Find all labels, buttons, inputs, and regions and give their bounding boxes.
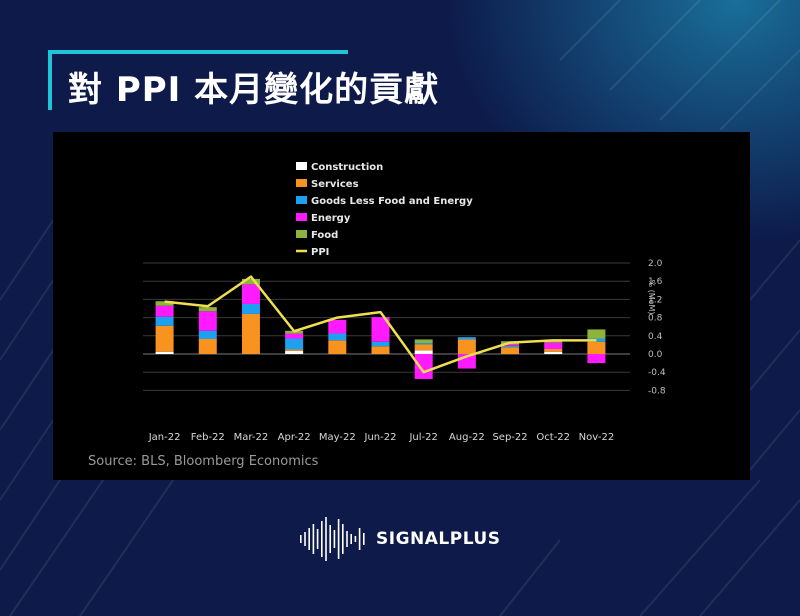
signal-wave-icon	[300, 517, 365, 561]
bar-services	[241, 313, 260, 354]
bar-goods-less-food-and-energy	[285, 338, 304, 350]
bar-goods-less-food-and-energy	[328, 333, 347, 341]
page-title: 對 PPI 本月變化的貢獻	[68, 70, 440, 110]
x-tick-label: Jul-22	[408, 432, 437, 443]
chart-panel: -0.8 -0.4 0.0 0.4 0.8 1.2 1.6 2.0 % (MoM) Jan-22 F…	[53, 132, 750, 480]
bar-goods-less-food-and-energy	[371, 341, 390, 347]
bar-services	[328, 340, 347, 354]
bar-construction	[285, 350, 304, 354]
title-accent-left	[48, 50, 52, 110]
bar-energy	[285, 333, 304, 339]
bar-food	[198, 307, 217, 312]
bar-goods-less-food-and-energy	[414, 343, 433, 345]
logo-text: SIGNALPLUS	[376, 529, 501, 549]
bar-services	[501, 347, 520, 354]
y-tick-label: 2.0	[648, 259, 663, 269]
bar-energy	[155, 305, 174, 317]
x-tick-label: Jun-22	[364, 432, 397, 443]
bar-goods-less-food-and-energy	[241, 303, 260, 314]
y-axis-label: % (MoM)	[647, 279, 656, 314]
legend-label: Goods Less Food and Energy	[311, 196, 473, 207]
legend-swatch	[296, 213, 307, 221]
ppi-line	[164, 275, 597, 374]
y-tick-label: -0.8	[648, 386, 666, 396]
bar-services	[285, 349, 304, 351]
bar-energy	[198, 311, 217, 331]
signalplus-logo: SIGNALPLUS	[298, 514, 501, 564]
bar-construction	[544, 351, 563, 354]
bar-construction	[155, 351, 174, 354]
bar-goods-less-food-and-energy	[501, 345, 520, 348]
y-tick-label: 0.4	[648, 332, 663, 342]
bar-services	[198, 338, 217, 354]
bar-food	[414, 339, 433, 344]
legend-label: Food	[311, 230, 338, 241]
y-tick-label: 1.6	[648, 277, 663, 287]
bar-goods-less-food-and-energy	[198, 330, 217, 339]
y-tick-label: 0.8	[648, 314, 663, 324]
x-tick-label: Feb-22	[191, 432, 225, 443]
x-tick-label: Aug-22	[449, 432, 485, 443]
legend-swatch	[296, 162, 307, 170]
y-tick-label: 0.0	[648, 350, 663, 360]
x-tick-label: Sep-22	[492, 432, 527, 443]
bar-energy	[501, 344, 520, 346]
x-tick-label: Oct-22	[536, 432, 570, 443]
legend-label: PPI	[311, 247, 329, 258]
legend-label: Energy	[311, 213, 351, 224]
bar-food	[241, 278, 260, 285]
legend-label: Services	[311, 179, 359, 190]
bar-energy	[371, 317, 390, 342]
bar-goods-less-food-and-energy	[155, 316, 174, 326]
y-tick-label: -0.4	[648, 368, 666, 378]
bar-energy	[414, 354, 433, 380]
bar-goods-less-food-and-energy	[457, 337, 476, 340]
ppi-contribution-chart: -0.8 -0.4 0.0 0.4 0.8 1.2 1.6 2.0 % (MoM) Jan-22 F…	[143, 162, 666, 443]
bar-food	[155, 301, 174, 306]
bar-services	[457, 339, 476, 354]
legend-label: Construction	[311, 162, 383, 173]
chart-source: Source: BLS, Bloomberg Economics	[88, 454, 319, 469]
title-block: 對 PPI 本月變化的貢獻	[48, 50, 438, 110]
y-tick-label: 1.2	[648, 295, 662, 305]
bar-energy	[328, 319, 347, 334]
bar-services	[414, 344, 433, 351]
legend-swatch	[296, 230, 307, 238]
bar-energy	[587, 354, 606, 364]
bar-services	[371, 346, 390, 354]
bar-services	[544, 348, 563, 352]
legend-swatch	[296, 179, 307, 187]
bar-food	[587, 329, 606, 339]
legend-swatch	[296, 196, 307, 204]
x-tick-label: May-22	[319, 432, 356, 443]
x-tick-label: Nov-22	[579, 432, 615, 443]
title-accent-top	[48, 50, 348, 54]
x-tick-label: Jan-22	[148, 432, 181, 443]
bar-construction	[414, 350, 433, 354]
bar-energy	[241, 284, 260, 304]
bar-services	[587, 341, 606, 354]
x-tick-label: Mar-22	[234, 432, 269, 443]
bar-energy	[544, 342, 563, 349]
x-tick-label: Apr-22	[278, 432, 311, 443]
bar-services	[155, 325, 174, 352]
